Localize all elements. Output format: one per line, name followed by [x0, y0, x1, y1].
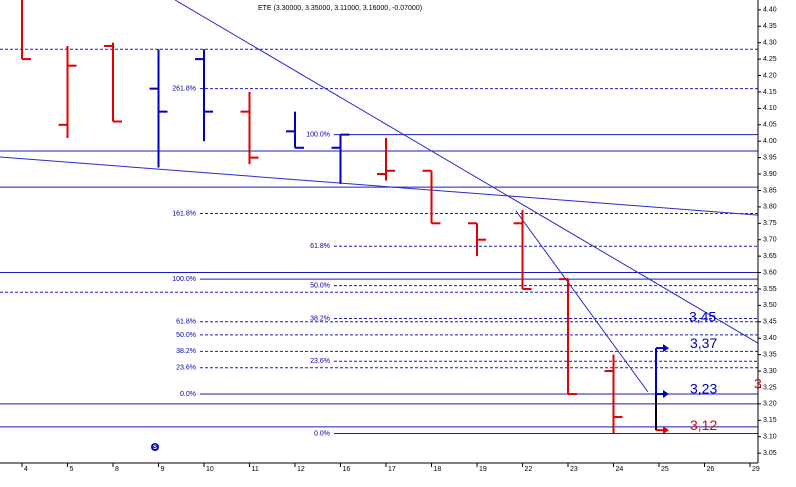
fib-label: 161.8%: [172, 210, 196, 217]
y-tick-label: 3.20: [763, 401, 777, 408]
trend-line: [515, 210, 649, 393]
y-tick-label: 3.05: [763, 450, 777, 457]
y-tick-label: 3.75: [763, 220, 777, 227]
y-tick-label: 3.35: [763, 351, 777, 358]
marker-label: S: [153, 445, 157, 451]
x-tick-label: 10: [206, 466, 214, 473]
y-tick-label: 3.40: [763, 335, 777, 342]
y-tick-label: 3.85: [763, 187, 777, 194]
fib-label: 38.2%: [176, 348, 196, 355]
chart-title: ETE (3.30000, 3.35000, 3.11000, 3.16000,…: [258, 5, 422, 12]
y-tick-label: 3.95: [763, 154, 777, 161]
fib-label: 61.8%: [310, 243, 330, 250]
fib-label: 23.6%: [310, 358, 330, 365]
fib-label: 0.0%: [314, 430, 330, 437]
y-tick-label: 4.25: [763, 56, 777, 63]
target-label: 3,23: [690, 381, 717, 397]
fib-label: 0.0%: [180, 391, 196, 398]
x-tick-label: 8: [115, 466, 119, 473]
y-tick-label: 4.20: [763, 72, 777, 79]
fib-label: 61.8%: [176, 319, 196, 326]
x-tick-label: 9: [161, 466, 165, 473]
target-arrow-head: [663, 344, 669, 353]
fib-label: 38.2%: [310, 315, 330, 322]
y-tick-label: 3.90: [763, 171, 777, 178]
trend-line: [174, 0, 758, 344]
y-tick-label: 3.50: [763, 302, 777, 309]
fib-label: 23.6%: [176, 365, 196, 372]
y-tick-label: 3.55: [763, 286, 777, 293]
x-tick-label: 5: [70, 466, 74, 473]
y-tick-label: 3.60: [763, 269, 777, 276]
x-tick-label: 23: [570, 466, 578, 473]
marker-circle: [151, 443, 159, 451]
y-tick-label: 3.45: [763, 319, 777, 326]
trend-line: [0, 156, 758, 216]
target-label: 3,37: [690, 335, 717, 351]
y-tick-label: 3.15: [763, 417, 777, 424]
fib-label: 50.0%: [176, 332, 196, 339]
x-tick-label: 11: [252, 466, 259, 473]
fib-label: 50.0%: [310, 283, 330, 290]
y-tick-label: 3.80: [763, 204, 777, 211]
y-tick-label: 3.70: [763, 237, 777, 244]
y-tick-label: 4.10: [763, 105, 777, 112]
bars: [21, 0, 623, 434]
y-tick-label: 4.05: [763, 122, 777, 129]
y-tick-label: 4.15: [763, 89, 777, 96]
y-tick-label: 4.30: [763, 40, 777, 47]
x-tick-label: 17: [388, 466, 396, 473]
x-tick-label: 24: [616, 466, 624, 473]
y-tick-label: 3.65: [763, 253, 777, 260]
x-tick-label: 4: [24, 466, 28, 473]
edge-label: 3: [754, 376, 762, 392]
fib-label: 100.0%: [172, 276, 196, 283]
target-label: 3,12: [690, 417, 717, 433]
x-tick-label: 12: [297, 466, 305, 473]
levels: [0, 48, 758, 434]
trend-lines: [0, 0, 758, 393]
y-tick-label: 4.00: [763, 138, 777, 145]
x-tick-label: 18: [434, 466, 442, 473]
x-tick-label: 25: [661, 466, 669, 473]
x-tick-label: 29: [752, 466, 760, 473]
fib-label: 261.8%: [172, 86, 196, 93]
y-tick-label: 3.30: [763, 368, 777, 375]
y-tick-label: 4.40: [763, 7, 777, 14]
x-tick-label: 22: [525, 466, 533, 473]
x-tick-label: 26: [707, 466, 715, 473]
y-tick-label: 3.10: [763, 434, 777, 441]
x-tick-label: 19: [479, 466, 487, 473]
axes: 4.40 4.35 4.30 4.25 4.20 4.15 4.10 4.05 4.00 3.95…: [0, 0, 777, 473]
target-arrow-head: [663, 426, 669, 435]
trend-label: 3,45: [689, 309, 716, 325]
x-tick-label: 16: [343, 466, 351, 473]
target-arrow-head: [663, 390, 669, 399]
y-tick-label: 3.25: [763, 384, 777, 391]
y-tick-label: 4.35: [763, 23, 777, 30]
marker: S: [151, 443, 159, 451]
fib-label: 100.0%: [306, 131, 330, 138]
